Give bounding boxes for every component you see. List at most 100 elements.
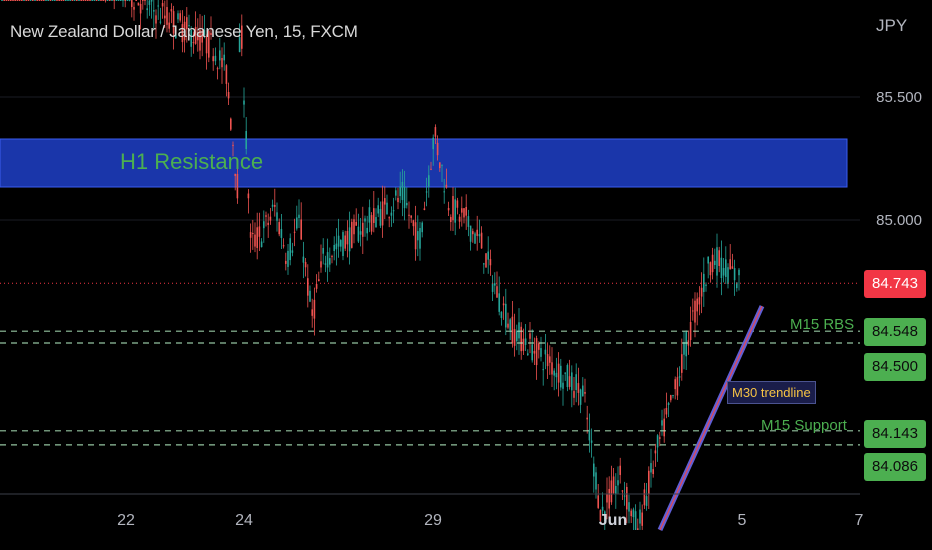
candle-body: [584, 392, 586, 394]
candle-body: [267, 222, 269, 225]
m15-support-price-tag: 84.143: [864, 420, 926, 448]
m15-support-label[interactable]: M15 Support: [761, 417, 847, 434]
candle-body: [247, 193, 250, 199]
candle-body: [7, 0, 10, 1]
candle-body: [630, 510, 632, 517]
candle-body: [27, 0, 30, 1]
candle-body: [21, 0, 23, 1]
candle-body: [172, 11, 175, 34]
candle-body: [568, 376, 571, 387]
h1-resistance-zone[interactable]: [0, 138, 848, 188]
candle-body: [674, 379, 676, 390]
candle-body: [331, 256, 333, 258]
candle-body: [683, 342, 685, 355]
candle-body: [507, 323, 509, 328]
candle-body: [36, 0, 38, 1]
candle-body: [355, 221, 357, 226]
candle-body: [430, 168, 432, 170]
candle-body: [227, 91, 230, 99]
candle-body: [236, 173, 239, 199]
candle-body: [135, 0, 137, 1]
candle-body: [166, 7, 168, 25]
candle-body: [612, 476, 615, 494]
m30-trendline[interactable]: [657, 305, 765, 531]
candle-body: [498, 293, 500, 312]
candle-body: [540, 348, 542, 357]
candle-body: [342, 232, 344, 257]
h1-resistance-label[interactable]: H1 Resistance: [120, 149, 264, 174]
candle-body: [276, 212, 278, 221]
candle-body: [641, 512, 643, 526]
candle-body: [73, 0, 76, 1]
candle-body: [454, 199, 456, 223]
candle-body: [689, 321, 692, 341]
candle-body: [113, 0, 115, 1]
candle-body: [403, 186, 406, 209]
candle-body: [590, 440, 593, 443]
candle-body: [245, 131, 247, 149]
candle-body: [538, 343, 540, 350]
candle-body: [47, 0, 49, 1]
candle-body: [599, 510, 602, 521]
candle-body: [232, 144, 234, 146]
candle-body: [716, 247, 718, 276]
candle-body: [161, 3, 164, 7]
candle-body: [175, 34, 177, 39]
candle-body: [337, 235, 340, 247]
candle-body: [307, 278, 309, 296]
candle-body: [104, 0, 107, 1]
candle-body: [566, 365, 569, 388]
candle-body: [698, 297, 701, 305]
candle-body: [711, 254, 714, 273]
candle-body: [423, 208, 426, 210]
candle-body: [518, 322, 520, 339]
candle-body: [610, 480, 613, 503]
candle-body: [623, 495, 626, 497]
y-tick-85500: 85.500: [876, 89, 922, 106]
candle-body: [377, 205, 379, 214]
candles: [1, 0, 740, 530]
m30-trendline-label[interactable]: M30 trendline: [727, 381, 816, 404]
candle-body: [456, 200, 459, 208]
candle-body: [434, 127, 437, 137]
candle-body: [384, 198, 386, 205]
candle-body: [65, 0, 67, 1]
candle-body: [729, 259, 731, 270]
level-84500-tag: 84.500: [864, 353, 926, 381]
candle-body: [485, 253, 487, 268]
grid: [0, 96, 860, 221]
candle-body: [102, 0, 104, 1]
candle-body: [5, 0, 8, 1]
candle-body: [351, 221, 353, 248]
candle-body: [256, 227, 258, 248]
x-tick-5: 5: [737, 512, 747, 529]
candle-body: [164, 15, 166, 19]
candle-body: [25, 0, 27, 1]
candle-body: [417, 231, 419, 241]
candle-body: [252, 233, 254, 235]
candle-body: [692, 310, 694, 312]
candle-body: [562, 382, 564, 389]
m15-rbs-label[interactable]: M15 RBS: [790, 316, 855, 333]
candle-body: [230, 118, 232, 130]
candle-body: [43, 0, 45, 1]
candle-body: [78, 0, 80, 1]
candle-body: [298, 214, 300, 219]
candle-body: [38, 0, 41, 1]
candle-body: [397, 197, 399, 203]
candle-body: [483, 263, 485, 265]
candle-body: [84, 0, 87, 1]
candle-body: [353, 219, 355, 235]
candle-body: [546, 354, 549, 367]
candle-body: [586, 417, 588, 420]
candle-body: [509, 319, 511, 331]
candle-body: [91, 0, 93, 1]
candle-body: [443, 191, 445, 193]
candle-body: [223, 54, 225, 61]
candle-body: [186, 17, 188, 30]
candle-body: [685, 332, 687, 357]
candle-body: [406, 202, 408, 206]
candle-body: [16, 0, 19, 1]
candle-body: [357, 226, 360, 242]
